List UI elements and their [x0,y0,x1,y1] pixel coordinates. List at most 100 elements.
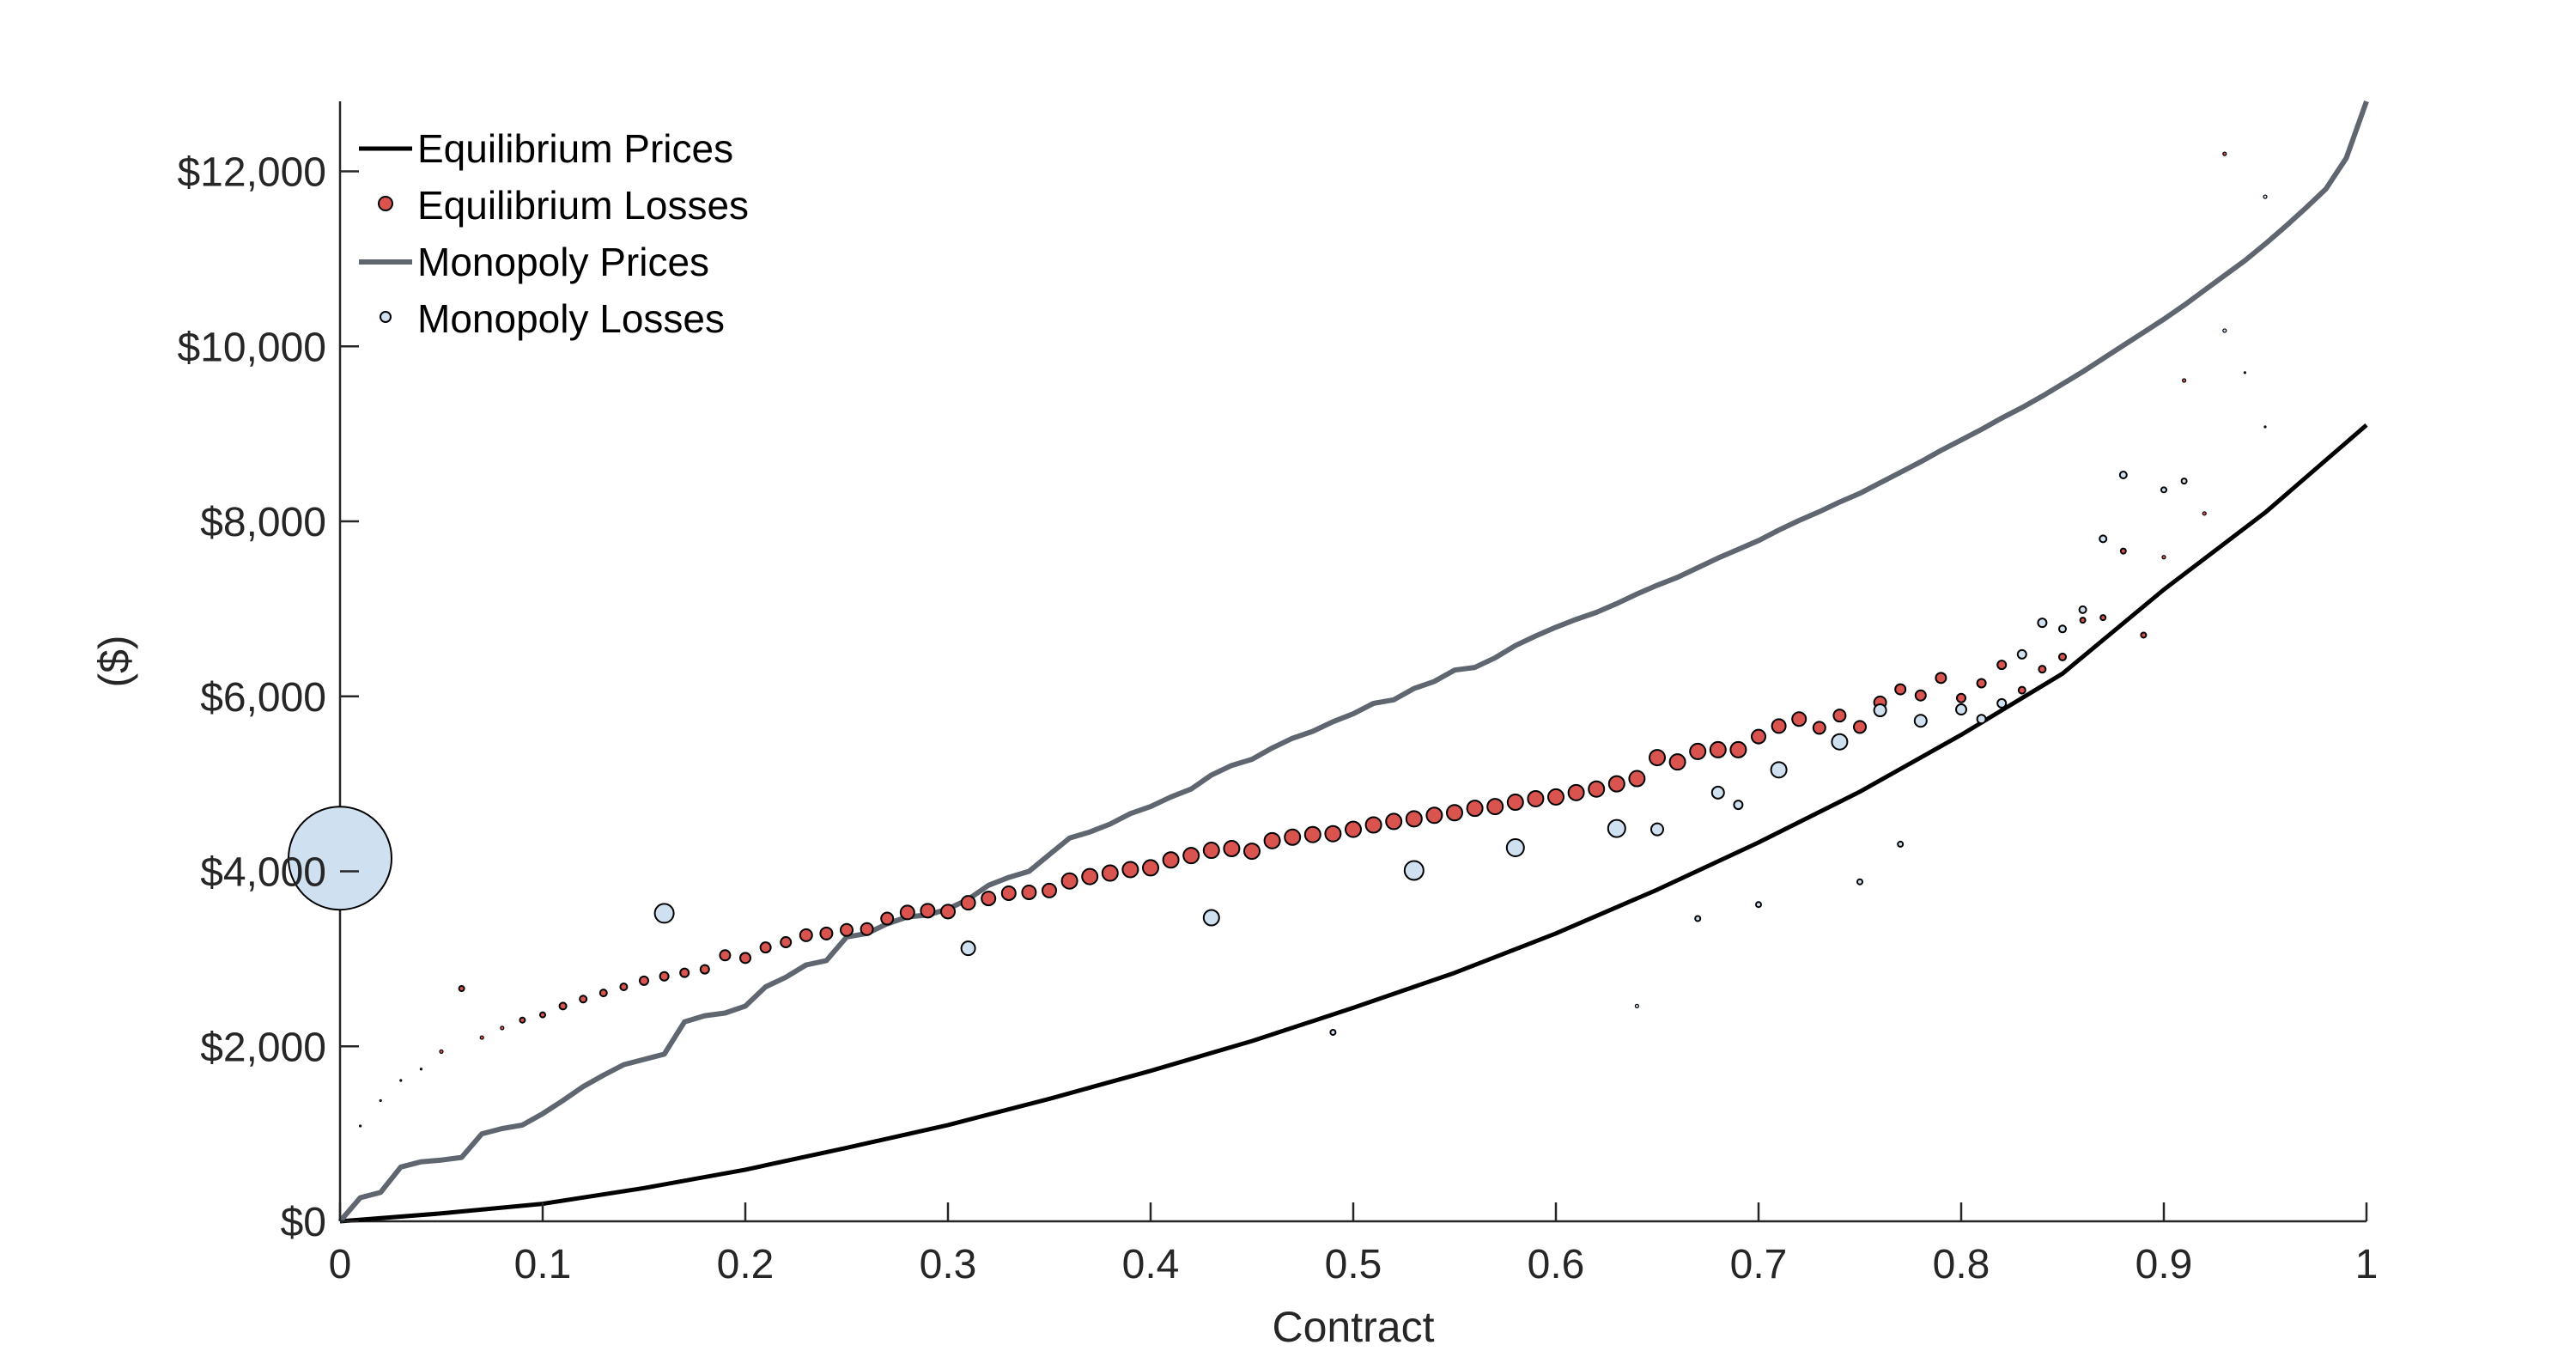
equilibrium-losses-point [1364,816,1382,834]
equilibrium-losses-point [1791,711,1807,727]
equilibrium-losses-point [960,895,976,911]
plot-area [288,100,2369,1224]
equilibrium-losses-point [2222,151,2227,156]
monopoly-losses-point [1733,800,1744,811]
monopoly-losses-point [1329,1028,1337,1036]
equilibrium-losses-point [639,975,649,986]
y-tick-label: $6,000 [200,675,326,721]
equilibrium-losses-point [579,995,588,1004]
monopoly-losses-point [1996,697,2008,709]
x-tick-label: 0.2 [717,1242,775,1287]
monopoly-losses-point [1755,901,1762,909]
equilibrium-losses-point [1000,885,1017,901]
monopoly-losses-point [1770,761,1788,779]
equilibrium-losses-point [1668,753,1686,771]
equilibrium-losses-point [558,1001,568,1011]
equilibrium-losses-point [659,971,670,982]
monopoly-losses-point [2058,624,2067,634]
x-tick-label: 0.5 [1325,1242,1382,1287]
equilibrium-losses-point [1996,660,2008,671]
equilibrium-losses-point [1182,847,1200,865]
y-tick-label: $8,000 [200,500,326,545]
legend-marker-swatch [380,311,392,323]
equilibrium-losses-point [1345,820,1362,838]
equilibrium-losses-point [619,982,629,991]
equilibrium-losses-point [1223,840,1241,858]
monopoly-losses-point [1955,703,1967,716]
equilibrium-losses-point [1894,683,1907,696]
equilibrium-losses-point [1405,810,1423,828]
equilibrium-losses-point [699,964,710,975]
equilibrium-losses-point [1976,678,1987,689]
equilibrium-losses-point [2140,631,2148,639]
equilibrium-losses-point [519,1016,526,1024]
y-tick-label: $2,000 [200,1025,326,1070]
monopoly-losses-point [2078,605,2087,614]
equilibrium-losses-point [2202,511,2207,516]
monopoly-losses-point [1694,915,1702,922]
monopoly-losses-point [2099,534,2108,544]
monopoly-losses-point [1976,714,1987,725]
equilibrium-losses-point [1081,867,1099,885]
equilibrium-losses-point [1751,728,1766,745]
x-tick-label: 0.4 [1122,1242,1180,1287]
equilibrium-losses-point [1812,721,1826,735]
equilibrium-losses-point [1263,831,1281,849]
monopoly-losses-point [1710,785,1725,800]
equilibrium-losses-point [1649,749,1666,767]
x-tick-label: 0 [329,1242,352,1287]
equilibrium-losses-point [2079,617,2087,624]
equilibrium-losses-point [1771,718,1787,734]
equilibrium-losses-point [2263,425,2267,429]
monopoly-losses-point [2180,478,2188,485]
equilibrium-losses-point [679,967,690,978]
equilibrium-losses-point [1588,780,1606,798]
equilibrium-losses-point [598,989,608,998]
equilibrium-losses-point [2058,652,2067,661]
equilibrium-losses-point [2161,555,2166,560]
x-axis-title: Contract [1273,1303,1435,1351]
equilibrium-losses-point [880,911,895,926]
equilibrium-losses-point [739,952,751,965]
monopoly-losses-point [1897,840,1905,848]
x-tick-label: 0.6 [1528,1242,1585,1287]
y-axis-title: ($) [90,635,138,687]
equilibrium-losses-point [539,1011,546,1019]
y-tick-label: $4,000 [200,850,326,896]
equilibrium-losses-point [1101,864,1119,882]
equilibrium-losses-point [1142,859,1159,877]
equilibrium-losses-point [1935,672,1947,685]
equilibrium-losses-point [1021,884,1037,900]
equilibrium-losses-point [2182,378,2187,383]
equilibrium-losses-point [1853,720,1867,734]
equilibrium-losses-point [359,1124,362,1128]
monopoly-losses-point [2160,486,2167,494]
equilibrium-losses-point [2017,685,2026,695]
equilibrium-losses-point [1042,882,1057,898]
monopoly-losses-point [1831,733,1849,751]
monopoly-losses-point [1202,909,1220,927]
legend-label: Equilibrium Prices [417,126,733,171]
equilibrium-losses-point [1506,794,1524,812]
equilibrium-losses-point [1303,825,1321,843]
equilibrium-losses-point [1956,692,1966,703]
equilibrium-losses-point [940,904,956,920]
equilibrium-losses-point [1832,709,1847,723]
equilibrium-losses-point [1385,812,1403,831]
monopoly-prices-line [337,100,2369,1223]
y-tick-label: $0 [281,1200,326,1245]
monopoly-losses-point [1873,703,1887,718]
equilibrium-losses-point [899,904,915,921]
equilibrium-losses-point [2099,614,2107,622]
legend-label: Monopoly Prices [417,240,709,284]
monopoly-losses-point [1607,819,1626,838]
monopoly-losses-point [1634,1003,1640,1008]
equilibrium-losses-point [419,1068,422,1071]
x-tick-label: 0.1 [514,1242,572,1287]
equilibrium-prices-line [339,423,2368,1224]
equilibrium-losses-point [479,1035,484,1040]
x-tick-label: 0.9 [2136,1242,2193,1287]
equilibrium-losses-point [1121,861,1139,879]
equilibrium-losses-point [819,926,834,940]
